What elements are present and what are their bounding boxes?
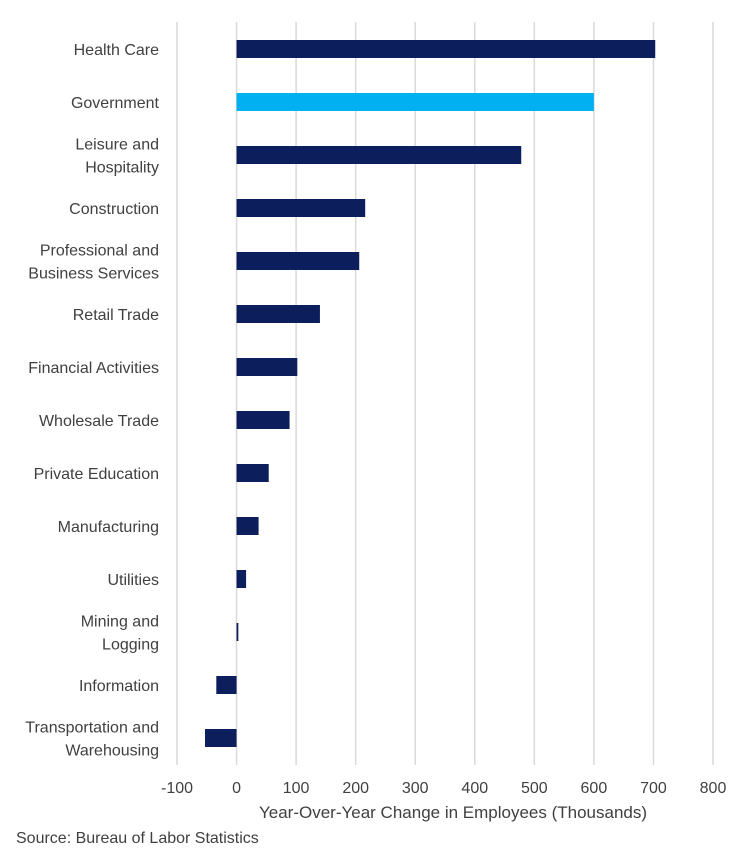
bar [236, 93, 594, 111]
category-label-line: Transportation and [25, 720, 159, 737]
bar [204, 729, 237, 747]
bar [236, 305, 320, 323]
source-note: Source: Bureau of Labor Statistics [16, 830, 259, 847]
bars [204, 40, 656, 747]
category-label: Health Care [74, 42, 159, 59]
category-labels: Health Care Government Leisure and Hospital… [25, 42, 159, 760]
category-label: Government [71, 95, 160, 112]
category-label: Leisure and Hospitality [75, 137, 159, 177]
category-label-line: Wholesale Trade [39, 413, 159, 430]
category-label-line: Warehousing [65, 743, 159, 760]
bar [236, 570, 247, 588]
bar [236, 623, 239, 641]
bar [216, 676, 237, 694]
x-tick-label: 600 [581, 780, 608, 797]
bar [236, 40, 656, 58]
x-tick-labels: -100 0 100 200 300 400 500 600 700 800 [161, 780, 726, 797]
category-label-line: Health Care [74, 42, 159, 59]
category-label: Construction [69, 201, 159, 218]
x-tick-label: -100 [161, 780, 193, 797]
bar [236, 517, 259, 535]
x-tick-label: 700 [640, 780, 667, 797]
bar [236, 464, 269, 482]
category-label-line: Hospitality [85, 160, 159, 177]
category-label: Information [79, 678, 159, 695]
category-label-line: Information [79, 678, 159, 695]
category-label-line: Professional and [40, 243, 159, 260]
x-tick-label: 100 [283, 780, 310, 797]
category-label: Professional and Business Services [28, 243, 159, 283]
bar [236, 199, 366, 217]
bar [236, 146, 522, 164]
category-label-line: Construction [69, 201, 159, 218]
category-label: Manufacturing [58, 519, 159, 536]
category-label-line: Leisure and [75, 137, 159, 154]
bar [236, 411, 290, 429]
x-tick-label: 0 [232, 780, 241, 797]
category-label: Mining and Logging [81, 614, 159, 654]
category-label: Private Education [34, 466, 159, 483]
category-label-line: Mining and [81, 614, 159, 631]
category-label-line: Financial Activities [28, 360, 159, 377]
x-axis-title: Year-Over-Year Change in Employees (Thou… [259, 803, 647, 822]
category-label: Financial Activities [28, 360, 159, 377]
category-label-line: Business Services [28, 266, 159, 283]
category-label-line: Retail Trade [73, 307, 159, 324]
category-label-line: Utilities [107, 572, 159, 589]
x-tick-label: 200 [342, 780, 369, 797]
x-tick-label: 800 [700, 780, 727, 797]
bar [236, 358, 298, 376]
category-label: Wholesale Trade [39, 413, 159, 430]
category-label: Retail Trade [73, 307, 159, 324]
gridlines [176, 22, 714, 765]
x-tick-label: 500 [521, 780, 548, 797]
bar [236, 252, 360, 270]
x-tick-label: 300 [402, 780, 429, 797]
x-tick-label: 400 [461, 780, 488, 797]
category-label: Utilities [107, 572, 159, 589]
category-label-line: Manufacturing [58, 519, 159, 536]
category-label-line: Private Education [34, 466, 159, 483]
category-label-line: Government [71, 95, 160, 112]
category-label-line: Logging [102, 637, 159, 654]
category-label: Transportation and Warehousing [25, 720, 159, 760]
